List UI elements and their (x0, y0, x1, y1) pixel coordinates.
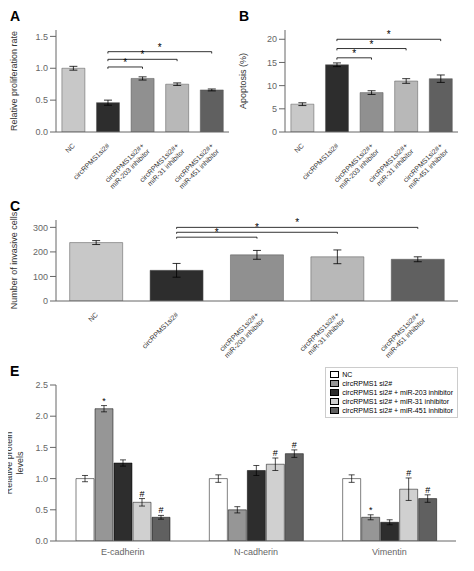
svg-text:300: 300 (33, 223, 48, 233)
svg-text:0.5: 0.5 (35, 505, 48, 515)
svg-text:#: # (273, 448, 278, 458)
svg-text:circRPMS1si2#+miR-451 inhibito: circRPMS1si2#+miR-451 inhibitor (401, 141, 449, 189)
svg-text:#: # (425, 485, 430, 495)
svg-text:circRPMS1si2#+miR-203 inhibito: circRPMS1si2#+miR-203 inhibitor (103, 141, 151, 189)
svg-text:Vimentin: Vimentin (372, 547, 407, 557)
svg-text:*: * (158, 42, 162, 53)
svg-text:*: * (370, 39, 374, 50)
svg-text:2.0: 2.0 (35, 411, 48, 421)
svg-text:N-cadherin: N-cadherin (234, 547, 278, 557)
svg-text:Apoptosis (%): Apoptosis (%) (238, 53, 248, 109)
svg-text:0.0: 0.0 (35, 536, 48, 546)
svg-text:*: * (352, 48, 356, 59)
svg-text:0: 0 (272, 127, 277, 137)
svg-text:*: * (102, 396, 106, 406)
svg-text:1.5: 1.5 (35, 32, 48, 42)
svg-text:circRPMS1si2#+miR-203 inhibito: circRPMS1si2#+miR-203 inhibitor (332, 141, 380, 189)
svg-text:*: * (255, 222, 259, 233)
svg-text:*: * (215, 227, 219, 238)
svg-text:circRPMS1si2#: circRPMS1si2# (141, 311, 180, 350)
svg-text:2.5: 2.5 (35, 380, 48, 390)
svg-text:circRPMS1si2#: circRPMS1si2# (301, 142, 340, 181)
svg-text:Relative proliferation rate: Relative proliferation rate (9, 31, 19, 131)
svg-text:#: # (139, 489, 144, 499)
svg-text:NC: NC (64, 142, 76, 154)
svg-text:5: 5 (272, 104, 277, 114)
svg-text:NC: NC (293, 142, 305, 154)
svg-text:1.5: 1.5 (35, 443, 48, 453)
svg-text:100: 100 (33, 272, 48, 282)
svg-text:NC: NC (87, 311, 99, 323)
svg-text:1.0: 1.0 (35, 63, 48, 73)
svg-text:*: * (141, 49, 145, 60)
svg-text:15: 15 (267, 58, 277, 68)
svg-text:20: 20 (267, 34, 277, 44)
svg-text:#: # (406, 468, 411, 478)
svg-text:10: 10 (267, 81, 277, 91)
svg-text:Number of invasive cells: Number of invasive cells (9, 211, 19, 309)
svg-text:circRPMS1si2#+miR-203 inhibito: circRPMS1si2#+miR-203 inhibitor (217, 310, 265, 358)
svg-text:*: * (387, 29, 391, 40)
svg-text:#: # (292, 440, 297, 450)
svg-text:*: * (123, 57, 127, 68)
svg-text:circRPMS1si2#: circRPMS1si2# (72, 142, 111, 181)
svg-text:Relative proteinlevels: Relative proteinlevels (8, 432, 25, 495)
svg-text:0: 0 (43, 296, 48, 306)
svg-text:circRPMS1si2#+miR-451 inhibito: circRPMS1si2#+miR-451 inhibitor (378, 310, 426, 358)
svg-text:*: * (295, 217, 299, 228)
svg-text:#: # (158, 505, 163, 515)
svg-text:circRPMS1si2#+miR-451 inhibito: circRPMS1si2#+miR-451 inhibitor (172, 141, 220, 189)
svg-text:0.5: 0.5 (35, 95, 48, 105)
svg-text:circRPMS1si2#+miR-31 inhibitor: circRPMS1si2#+miR-31 inhibitor (299, 310, 347, 358)
svg-text:1.0: 1.0 (35, 474, 48, 484)
svg-text:0.0: 0.0 (35, 127, 48, 137)
svg-text:200: 200 (33, 247, 48, 257)
svg-text:*: * (369, 505, 373, 515)
svg-text:E-cadherin: E-cadherin (101, 547, 145, 557)
